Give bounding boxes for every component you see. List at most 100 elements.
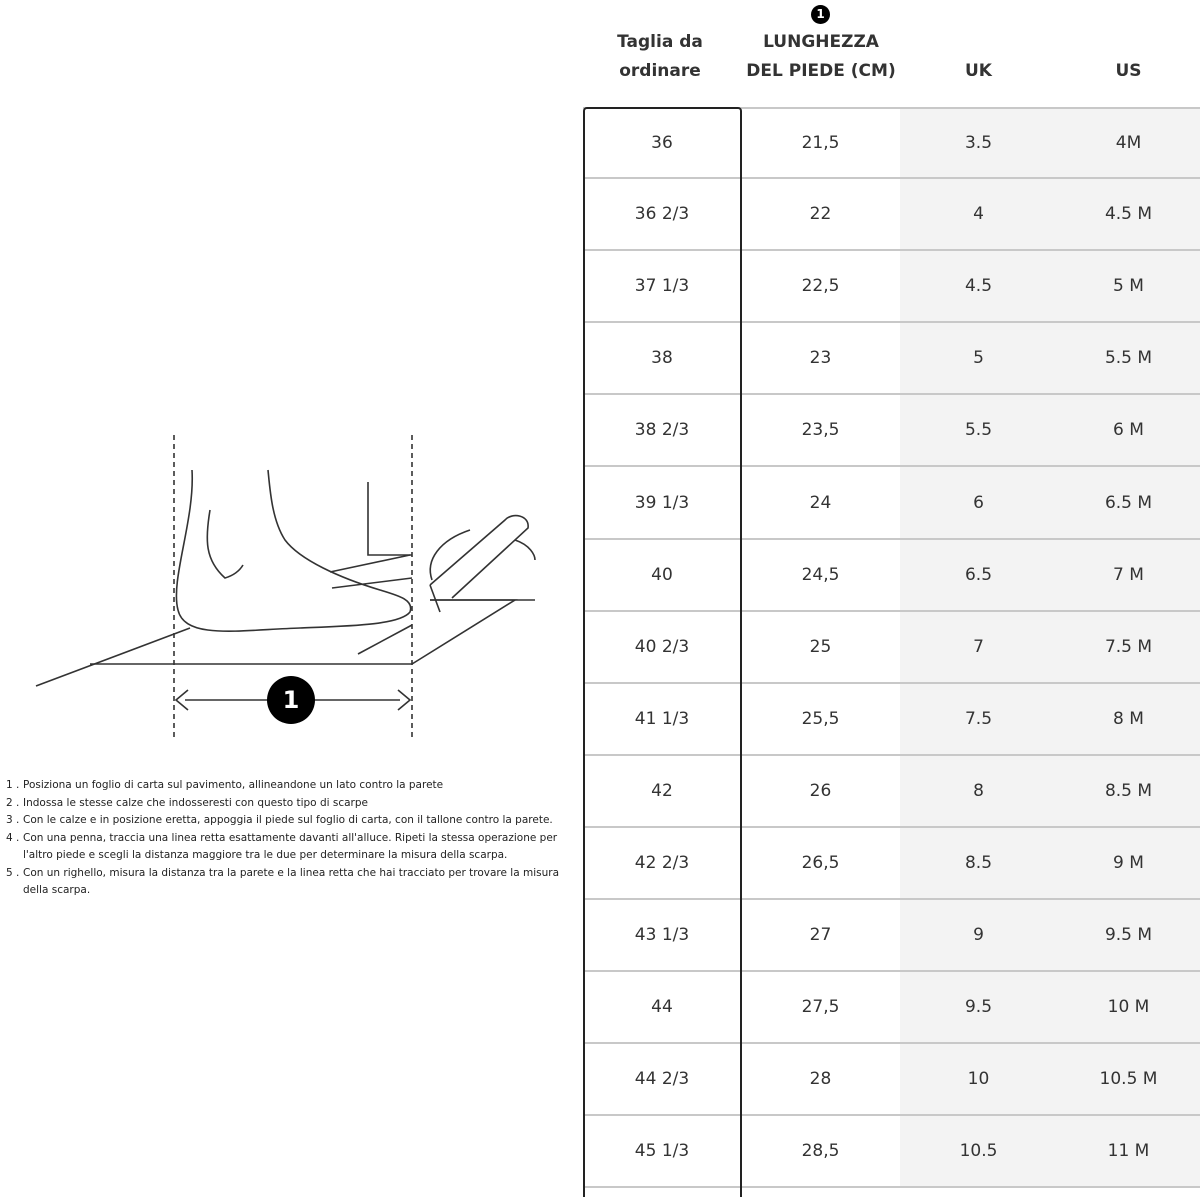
cell-order-size: 43 1/3 xyxy=(634,925,690,946)
cell-order-size: 38 xyxy=(651,348,673,369)
table-row: 42 2/3 26,5 8.5 9 M xyxy=(583,828,1200,901)
table-row: 38 23 5 5.5 M xyxy=(583,323,1200,396)
cell-foot-length: 26,5 xyxy=(801,852,840,873)
cell-order-size: 42 2/3 xyxy=(634,852,690,873)
cell-uk: 9.5 xyxy=(964,997,993,1018)
cell-foot-length: 23,5 xyxy=(801,420,840,441)
cell-uk: 3.5 xyxy=(964,133,993,154)
column-header-us: US xyxy=(1115,61,1142,81)
table-row: 36 2/3 22 4 4.5 M xyxy=(583,179,1200,252)
cell-uk: 4 xyxy=(973,204,984,225)
cell-uk: 6 xyxy=(973,492,984,513)
cell-order-size: 42 xyxy=(651,780,673,801)
cell-uk: 6.5 xyxy=(964,564,993,585)
column-header-uk: UK xyxy=(965,61,992,81)
table-row: 45 1/3 28,5 10.5 11 M xyxy=(583,1116,1200,1189)
cell-order-size: 37 1/3 xyxy=(634,276,690,297)
instruction-item: 2 . Indossa le stesse calze che indossere… xyxy=(6,795,581,813)
cell-us: 5 M xyxy=(1113,276,1144,297)
table-row: 37 1/3 22,5 4.5 5 M xyxy=(583,251,1200,324)
cell-us: 7 M xyxy=(1113,564,1144,585)
cell-us: 10 M xyxy=(1107,997,1150,1018)
cell-us: 5.5 M xyxy=(1104,348,1153,369)
column-header-foot-length: LUNGHEZZA DEL PIEDE (CM) xyxy=(746,32,896,81)
cell-uk: 8.5 xyxy=(964,852,993,873)
cell-order-size: 40 xyxy=(651,564,673,585)
table-row: 40 24,5 6.5 7 M xyxy=(583,540,1200,612)
instruction-number: 3 . xyxy=(6,814,20,826)
table-row: 42 26 8 8.5 M xyxy=(583,756,1200,828)
cell-foot-length: 23 xyxy=(809,348,832,369)
cell-foot-length: 27 xyxy=(809,925,832,946)
cell-order-size: 38 2/3 xyxy=(634,420,690,441)
instructions-list: 1 . Posiziona un foglio di carta sul pavi… xyxy=(6,777,581,900)
instruction-text: Con una penna, traccia una linea retta e… xyxy=(23,831,558,862)
table-row: 38 2/3 23,5 5.5 6 M xyxy=(583,395,1200,468)
instruction-item: 4 . Con una penna, traccia una linea rett… xyxy=(6,830,581,865)
instruction-text: Con un righello, misura la distanza tra … xyxy=(23,866,560,897)
alt-column-background xyxy=(900,107,1200,1188)
cell-us: 11 M xyxy=(1107,1141,1150,1162)
cell-us: 8.5 M xyxy=(1104,780,1153,801)
cell-uk: 8 xyxy=(973,780,984,801)
cell-foot-length: 22 xyxy=(809,204,832,225)
cell-foot-length: 28 xyxy=(809,1069,832,1090)
cell-uk: 10 xyxy=(967,1069,990,1090)
cell-uk: 4.5 xyxy=(964,276,993,297)
cell-foot-length: 24,5 xyxy=(801,564,840,585)
cell-uk: 10.5 xyxy=(959,1141,998,1162)
cell-foot-length: 26 xyxy=(809,780,832,801)
cell-uk: 7.5 xyxy=(964,708,993,729)
cell-foot-length: 27,5 xyxy=(801,997,840,1018)
cell-order-size: 44 2/3 xyxy=(634,1069,690,1090)
cell-us: 6.5 M xyxy=(1104,492,1153,513)
cell-foot-length: 24 xyxy=(809,492,832,513)
cell-foot-length: 25 xyxy=(809,636,832,657)
cell-us: 10.5 M xyxy=(1099,1069,1158,1090)
cell-us: 7.5 M xyxy=(1104,636,1153,657)
instruction-number: 5 . xyxy=(6,866,20,879)
size-table: 36 21,5 3.5 4M 36 2/3 22 4 4.5 M 37 1/3 22,5 4.5 5 … xyxy=(583,107,1200,1189)
table-row: 40 2/3 25 7 7.5 M xyxy=(583,612,1200,684)
cell-order-size: 41 1/3 xyxy=(634,708,690,729)
cell-order-size: 44 xyxy=(651,997,673,1018)
instruction-item: 3 . Con le calze e in posizione eretta, a… xyxy=(6,812,581,830)
cell-foot-length: 28,5 xyxy=(801,1141,840,1162)
cell-us: 4.5 M xyxy=(1104,204,1153,225)
cell-foot-length: 25,5 xyxy=(801,708,840,729)
instruction-item: 5 . Con un righello, misura la distanza t… xyxy=(6,865,581,900)
column-header-size: Taglia da ordinare xyxy=(617,32,703,81)
cell-order-size: 45 1/3 xyxy=(634,1141,690,1162)
cell-order-size: 36 xyxy=(651,133,673,154)
table-row: 43 1/3 27 9 9.5 M xyxy=(583,900,1200,973)
cell-uk: 5.5 xyxy=(964,420,993,441)
instruction-number: 2 . xyxy=(6,796,20,809)
header-marker-badge: 1 xyxy=(811,5,830,24)
cell-us: 9 M xyxy=(1113,852,1144,873)
foot-measurement-illustration xyxy=(35,435,536,740)
instruction-text: Posiziona un foglio di carta sul pavimen… xyxy=(23,779,444,791)
cell-uk: 7 xyxy=(973,636,984,657)
instruction-number: 4 . xyxy=(6,831,20,844)
cell-uk: 9 xyxy=(973,925,984,946)
cell-us: 6 M xyxy=(1113,420,1144,441)
cell-uk: 5 xyxy=(973,348,984,369)
cell-us: 8 M xyxy=(1113,708,1144,729)
cell-order-size: 40 2/3 xyxy=(634,636,690,657)
instruction-number: 1 . xyxy=(6,779,20,791)
instruction-item: 1 . Posiziona un foglio di carta sul pavi… xyxy=(6,777,581,795)
cell-us: 4M xyxy=(1115,133,1142,154)
table-row: 44 27,5 9.5 10 M xyxy=(583,972,1200,1045)
cell-order-size: 39 1/3 xyxy=(634,492,690,513)
table-row: 44 2/3 28 10 10.5 M xyxy=(583,1044,1200,1117)
instruction-text: Indossa le stesse calze che indosseresti… xyxy=(23,796,368,809)
table-row: 41 1/3 25,5 7.5 8 M xyxy=(583,684,1200,756)
instruction-text: Con le calze e in posizione eretta, appo… xyxy=(23,814,553,826)
cell-foot-length: 21,5 xyxy=(801,133,840,154)
cell-foot-length: 22,5 xyxy=(801,276,840,297)
illustration-marker: 1 xyxy=(282,686,300,714)
cell-order-size: 36 2/3 xyxy=(634,204,690,225)
cell-us: 9.5 M xyxy=(1104,925,1153,946)
table-row: 36 21,5 3.5 4M xyxy=(583,107,1200,180)
table-row: 39 1/3 24 6 6.5 M xyxy=(583,467,1200,540)
